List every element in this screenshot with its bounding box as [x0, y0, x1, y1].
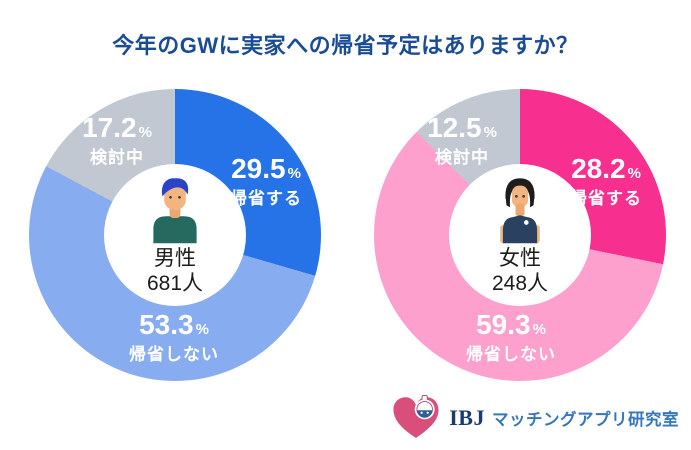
segment-label-male-considering: 17.2% 検討中 [47, 112, 187, 167]
segment-value: 17.2 [82, 112, 137, 143]
donut-chart-female: 女性 248人 [374, 89, 666, 381]
group-count-female: 248人 [491, 272, 549, 295]
male-avatar-icon [153, 178, 197, 244]
segment-value: 53.3 [139, 309, 194, 340]
group-count-male: 681人 [146, 272, 204, 295]
donut-center-male: 男性 681人 [104, 164, 246, 306]
donut-center-female: 女性 248人 [449, 164, 591, 306]
percent-sign: % [483, 124, 497, 141]
female-avatar-icon [500, 178, 540, 244]
segment-value: 29.5 [231, 153, 286, 184]
group-name-female: 女性 [499, 247, 541, 270]
segment-label-male-notgoing: 53.3% 帰省しない [104, 309, 244, 364]
segment-category: 帰省しない [129, 345, 219, 364]
percent-sign: % [532, 321, 546, 338]
segment-category: 帰省する [230, 189, 302, 208]
donut-chart-male: 男性 681人 [29, 89, 321, 381]
segment-label-female-notgoing: 59.3% 帰省しない [441, 309, 581, 364]
segment-value: 12.5 [427, 112, 482, 143]
percent-sign: % [138, 124, 152, 141]
logo-ibj-text: IBJ [449, 405, 485, 430]
segment-value: 59.3 [476, 309, 531, 340]
segment-label-female-considering: 12.5% 検討中 [392, 112, 532, 167]
logo: IBJ マッチングアプリ研究室 [390, 394, 679, 442]
percent-sign: % [627, 165, 641, 182]
percent-sign: % [287, 165, 301, 182]
segment-value: 28.2 [571, 153, 626, 184]
page-title: 今年のGWに実家への帰省予定はありますか？ [112, 33, 579, 58]
logo-lab-text: マッチングアプリ研究室 [492, 411, 679, 429]
segment-category: 検討中 [90, 148, 144, 167]
segment-category: 帰省する [570, 189, 642, 208]
heart-flask-icon [393, 395, 439, 438]
segment-category: 検討中 [435, 148, 489, 167]
segment-category: 帰省しない [466, 345, 556, 364]
percent-sign: % [195, 321, 209, 338]
segment-label-female-going: 28.2% 帰省する [536, 153, 676, 208]
segment-label-male-going: 29.5% 帰省する [196, 153, 336, 208]
group-name-male: 男性 [154, 247, 196, 270]
